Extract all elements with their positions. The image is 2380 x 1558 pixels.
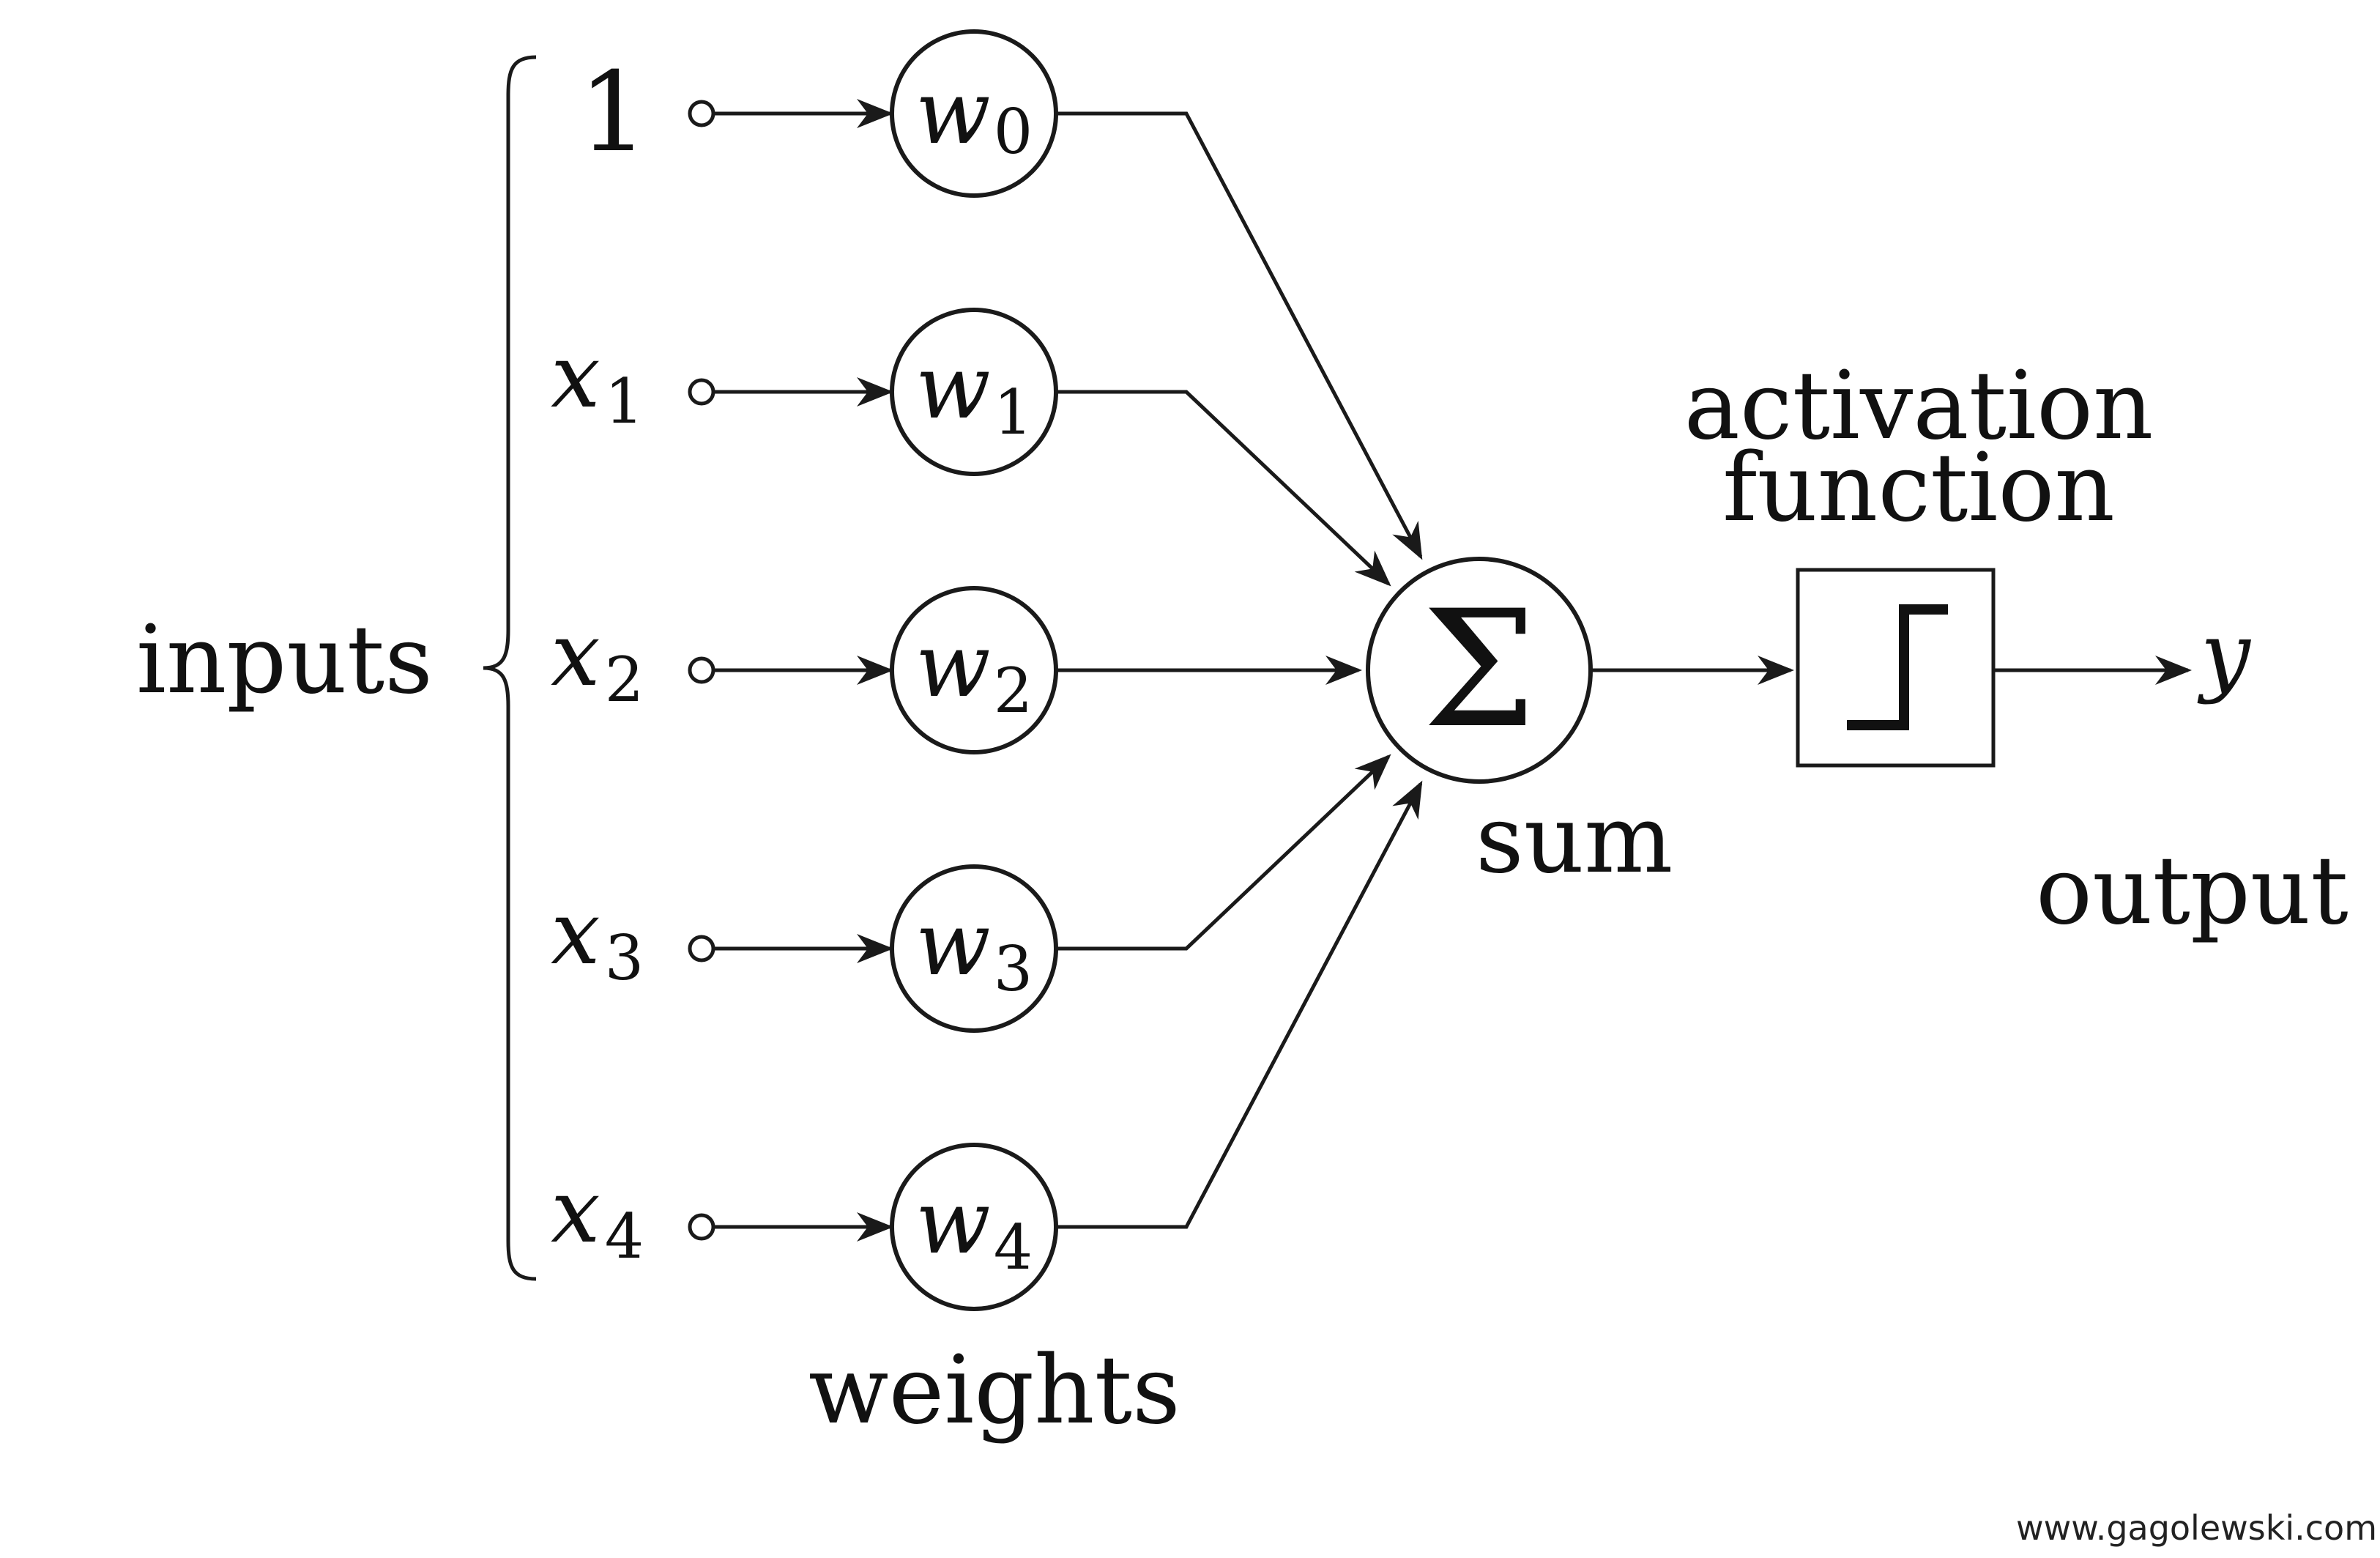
weight-node-3: w3 [890,864,1058,1033]
sigma-symbol: Σ [1422,576,1536,763]
weights-label: weights [808,1336,1180,1445]
weight-arrow-1 [1056,390,1391,587]
input-x2: x2 [551,604,644,716]
input-bias: 1 [579,49,648,177]
weight-arrow-4 [1056,780,1423,1229]
input-x1: x1 [551,326,644,437]
output-variable: y [2197,604,2252,706]
weight-arrow-0 [1056,111,1423,560]
sum-node: Σ [1366,557,1593,784]
activation-label-line2: function [1722,434,2115,543]
sum-label: sum [1476,785,1673,894]
svg-text:w1: w1 [915,337,1033,448]
input-symbols: 1 x1 x2 x3 x4 [551,49,648,1272]
weight-node-1: w1 [890,308,1058,476]
inputs-label: inputs [136,606,433,715]
input-x3: x3 [551,883,644,994]
svg-text:w2: w2 [915,615,1033,727]
activation-function-box [1796,568,1996,768]
weight-node-4: w4 [890,1143,1058,1311]
input-x4: x4 [551,1161,644,1272]
step-function-icon [1847,604,1948,730]
weight-arrow-3 [1056,754,1391,951]
weight-nodes: w0 w1 w2 w3 w4 [890,29,1058,1311]
svg-text:w0: w0 [915,62,1033,168]
inputs-brace [483,55,537,1281]
weight-to-sum-connectors [1056,111,1423,1229]
input-terminal-4 [688,1213,715,1241]
input-connectors [688,99,893,1242]
input-terminal-1 [688,378,715,406]
svg-text:w4: w4 [915,1172,1033,1283]
output-label: output [2036,837,2349,946]
input-terminal-3 [688,935,715,962]
input-terminal-2 [688,656,715,684]
activation-label-line1: activation [1684,352,2154,461]
svg-text:w3: w3 [915,894,1033,1005]
weight-node-2: w2 [890,586,1058,754]
weight-node-0: w0 [890,29,1058,198]
input-terminal-0 [688,100,715,127]
watermark: www.gagolewski.com [2016,1508,2377,1548]
